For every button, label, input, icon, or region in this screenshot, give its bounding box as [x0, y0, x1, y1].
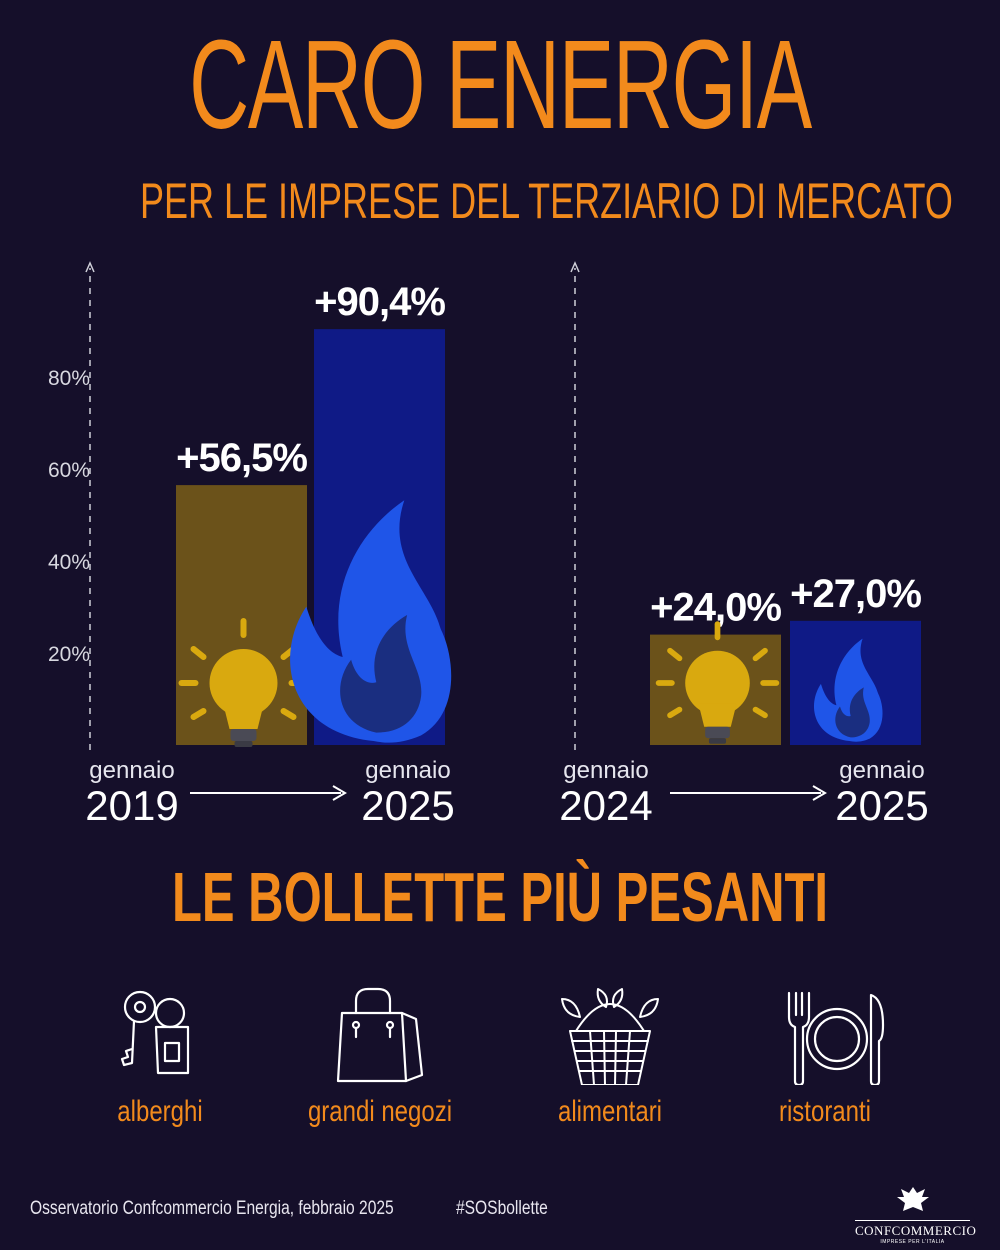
energy-price-chart: 20%40%60%80%+56,5%+90,4%gennaio2019genna…: [48, 261, 929, 829]
lightbulb-icon: [178, 618, 309, 747]
period-to-year: 2025: [361, 782, 454, 829]
flame-icon: [814, 638, 883, 742]
bulb-ray: [752, 706, 768, 719]
footer-hashtag: #SOSbollette: [456, 1198, 548, 1219]
data-label: +27,0%: [790, 572, 921, 616]
bulb-neck: [698, 703, 737, 727]
flame-inner: [340, 615, 422, 733]
sector-label-grocery: alimentari: [557, 1095, 663, 1128]
bulb-ray: [667, 647, 683, 662]
y-tick-label: 60%: [48, 459, 90, 482]
period-from-year: 2019: [85, 782, 178, 829]
bulb-tip: [234, 741, 253, 747]
bulb-ray: [190, 646, 207, 660]
period-from-month: gennaio: [563, 757, 648, 784]
sector-label-large-shops: grandi negozi: [307, 1095, 453, 1128]
bulb-neck: [223, 705, 264, 729]
period-to-month: gennaio: [365, 757, 450, 784]
sector-large-shops: grandi negozi: [280, 985, 480, 1129]
bulb-base: [230, 729, 257, 741]
period-arrow-head: [332, 785, 347, 801]
y-tick-label: 20%: [48, 643, 90, 666]
data-label: +56,5%: [176, 436, 307, 480]
period-from-month: gennaio: [89, 757, 174, 784]
period-from-year: 2024: [559, 782, 652, 829]
sector-hotels: alberghi: [60, 985, 260, 1129]
period-arrow-head: [812, 785, 827, 801]
logo-name: CONFCOMMERCIO: [855, 1220, 976, 1239]
period-to-month: gennaio: [839, 757, 924, 784]
data-label: +90,4%: [314, 280, 445, 324]
bulb-ray: [667, 706, 683, 719]
sector-label-restaurants: ristoranti: [778, 1095, 872, 1128]
bulb-base: [705, 726, 730, 739]
bulb-tip: [708, 738, 727, 744]
sector-grocery: alimentari: [510, 985, 710, 1129]
page-title: CARO ENERGIA: [189, 14, 812, 155]
sector-restaurants: ristoranti: [725, 985, 925, 1129]
y-tick-label: 40%: [48, 551, 90, 574]
section-title: LE BOLLETTE PIÙ PESANTI: [171, 858, 829, 936]
y-tick-label: 80%: [48, 367, 90, 390]
y-axis-arrow: [85, 261, 95, 273]
footer-source: Osservatorio Confcommercio Energia, febb…: [30, 1198, 394, 1219]
bulb-glass: [685, 650, 750, 716]
y-axis-arrow: [570, 261, 580, 273]
confcommercio-logo: CONFCOMMERCIO IMPRESE PER L'ITALIA: [855, 1185, 976, 1245]
bulb-glass: [209, 649, 278, 717]
shopping-bag-icon: [336, 987, 424, 1083]
hotel-key-icon: [120, 990, 190, 1075]
bulb-ray: [752, 647, 768, 662]
flame-inner: [835, 687, 870, 738]
lightbulb-icon: [655, 621, 780, 744]
grocery-basket-icon: [561, 988, 659, 1085]
eagle-logo-icon: [896, 1187, 929, 1211]
bulb-ray: [280, 708, 297, 720]
flame-icon: [290, 500, 452, 743]
sector-label-hotels: alberghi: [117, 1095, 203, 1128]
page-subtitle: PER LE IMPRESE DEL TERZIARIO DI MERCATO: [140, 173, 953, 229]
bulb-ray: [190, 708, 207, 720]
restaurant-plate-icon: [787, 991, 885, 1085]
logo-tagline: IMPRESE PER L'ITALIA: [880, 1239, 945, 1245]
period-to-year: 2025: [835, 782, 928, 829]
